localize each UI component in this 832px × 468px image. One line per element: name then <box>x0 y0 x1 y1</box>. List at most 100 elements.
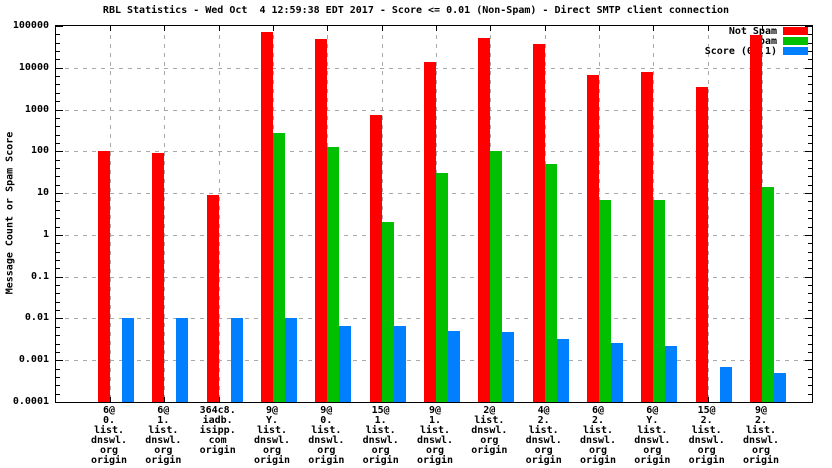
bar-score-0-1--group-10 <box>611 342 623 402</box>
x-category-line: org <box>751 445 771 456</box>
y-minor-tick-right <box>808 101 812 103</box>
legend-swatch <box>783 27 808 35</box>
y-minor-tick-left <box>56 268 60 270</box>
x-category-line: 15@ <box>697 405 716 416</box>
x-category-line: dnswl. <box>579 435 617 446</box>
x-category-line: dnswl. <box>90 435 128 446</box>
legend-row: Not Spam <box>729 26 808 37</box>
y-minor-tick-right <box>808 84 812 86</box>
legend-swatch <box>783 47 808 55</box>
y-minor-tick-right <box>808 243 812 245</box>
bar-not-spam-group-4 <box>261 32 273 402</box>
x-category-line: Y. <box>265 415 279 426</box>
x-tick-top <box>164 26 166 31</box>
x-category-line: origin <box>579 455 617 466</box>
x-category-label: 9@ Y. list. dnswl. org origin <box>242 406 302 466</box>
y-minor-tick-right <box>808 59 812 61</box>
bar-not-spam-group-13 <box>750 35 762 402</box>
v-gridline <box>164 26 166 402</box>
y-tick-label: 10 <box>36 187 49 199</box>
y-minor-tick-left <box>56 117 60 119</box>
x-category-line: org <box>154 445 173 456</box>
y-minor-tick-left <box>56 201 60 203</box>
x-category-line: list. <box>419 425 451 436</box>
bar-spam-group-4 <box>273 132 285 402</box>
x-category-line: 15@ <box>371 405 390 416</box>
x-category-line: 1. <box>428 415 442 426</box>
y-minor-tick-left <box>56 301 60 303</box>
x-category-line: 6@ <box>102 405 116 416</box>
bar-score-0-1--group-7 <box>448 331 460 402</box>
bar-score-0-1--group-8 <box>502 331 515 402</box>
x-category-line: list. <box>528 425 559 436</box>
y-minor-tick-left <box>56 176 60 178</box>
y-minor-tick-left <box>56 34 60 36</box>
bar-score-0-1--group-9 <box>556 338 569 402</box>
y-minor-tick-right <box>808 92 812 94</box>
x-category-line: list. <box>93 425 125 436</box>
y-tick-label: 100 <box>30 145 49 157</box>
x-category-line: origin <box>688 455 725 466</box>
x-category-line: org <box>425 445 445 456</box>
x-category-line: dnswl. <box>471 425 508 436</box>
y-minor-tick-right <box>808 76 812 78</box>
y-minor-tick-right <box>808 184 812 186</box>
x-category-line: org <box>262 445 282 456</box>
y-tick-label: 100000 <box>12 20 49 31</box>
y-major-tick-right <box>805 318 812 320</box>
y-minor-tick-right <box>808 310 812 312</box>
y-major-tick-right <box>805 109 812 111</box>
x-category-line: dnswl. <box>688 435 725 446</box>
y-minor-tick-right <box>808 326 812 328</box>
x-category-line: Y. <box>646 415 659 426</box>
y-minor-tick-right <box>808 226 812 228</box>
x-category-line: 364c8. <box>199 405 236 416</box>
y-minor-tick-left <box>56 351 60 353</box>
x-category-line: 9@ <box>265 405 279 416</box>
x-category-line: origin <box>525 455 562 466</box>
x-category-line: 6@ <box>591 405 605 416</box>
y-minor-tick-right <box>808 42 812 44</box>
x-category-line: 2. <box>754 415 768 426</box>
bar-score-0-1--group-4 <box>285 318 297 402</box>
x-category-line: list. <box>745 425 777 436</box>
x-tick-top <box>436 26 437 31</box>
y-minor-tick-left <box>56 84 60 86</box>
bar-spam-group-6 <box>381 222 394 402</box>
x-category-label: 9@ 0. list. dnswl. org origin <box>296 406 356 466</box>
x-category-line: 9@ <box>320 405 333 416</box>
x-category-line: iadb. <box>202 415 233 426</box>
y-minor-tick-left <box>56 393 60 395</box>
x-category-line: org <box>697 445 716 456</box>
bar-score-0-1--group-12 <box>719 366 732 402</box>
y-minor-tick-left <box>56 243 60 245</box>
y-minor-tick-right <box>808 51 812 53</box>
x-category-line: 2. <box>537 415 550 426</box>
bar-not-spam-group-1 <box>98 151 110 402</box>
x-category-line: dnswl. <box>742 435 780 446</box>
y-major-tick-right <box>805 234 812 236</box>
bar-score-0-1--group-2 <box>176 318 189 402</box>
y-major-tick-left <box>56 276 63 278</box>
x-category-line: 2. <box>700 415 713 426</box>
y-minor-tick-left <box>56 310 60 312</box>
bar-spam-group-10 <box>599 199 611 402</box>
x-category-line: origin <box>471 445 508 456</box>
y-major-tick-right <box>805 360 812 362</box>
x-category-line: 6@ <box>646 405 659 416</box>
x-category-label: 2@ list. dnswl. org origin <box>459 406 519 456</box>
legend-label: Score (0..1) <box>704 45 777 57</box>
y-minor-tick-left <box>56 134 60 136</box>
x-category-line: origin <box>634 455 671 466</box>
y-minor-tick-left <box>56 159 60 161</box>
y-major-tick-right <box>805 276 812 278</box>
x-tick-bottom <box>218 397 220 402</box>
x-category-line: origin <box>145 455 182 466</box>
x-category-line: 2@ <box>483 405 496 416</box>
bar-not-spam-group-9 <box>532 44 545 402</box>
x-category-line: origin <box>90 455 128 466</box>
bar-score-0-1--group-6 <box>393 326 406 402</box>
x-category-line: list. <box>637 425 668 436</box>
x-tick-bottom <box>110 397 111 402</box>
x-tick-top <box>653 26 655 31</box>
